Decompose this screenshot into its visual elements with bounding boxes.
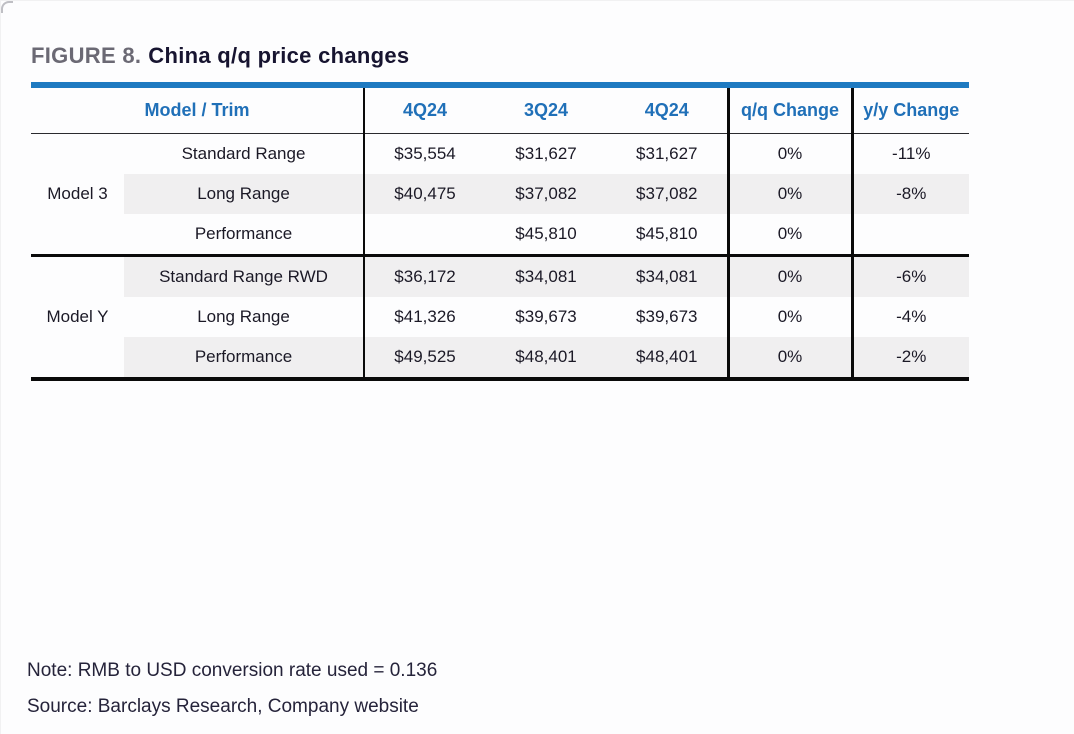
cell-price-q1: $41,326 [394, 307, 456, 326]
model-label: Model Y [31, 254, 124, 379]
col-header-3q24: 3Q24 [485, 85, 608, 134]
col-header-yy-change: y/y Change [852, 85, 970, 134]
cell-qq-change: 0% [726, 174, 854, 214]
col-header-4q24-b: 4Q24 [607, 85, 729, 134]
cell-price-q1: $36,172 [364, 254, 486, 297]
table-row: Performance $45,810 $45,810 0% [31, 214, 969, 256]
cell-yy-change: -6% [852, 254, 970, 297]
cell-qq-change: 0% [726, 133, 854, 174]
cell-price-q3: $37,082 [607, 174, 729, 214]
figure-title: FIGURE 8. China q/q price changes [31, 43, 1074, 69]
cell-yy-change: -4% [896, 307, 927, 326]
cell-qq-change: 0% [726, 337, 854, 379]
col-header-4q24-a: 4Q24 [364, 85, 486, 134]
cell-yy-change: -8% [852, 174, 970, 214]
price-table: Model / Trim 4Q24 3Q24 4Q24 q/q Change y… [31, 82, 970, 381]
cell-price-q2: $34,081 [485, 254, 608, 297]
cell-trim: Performance [124, 214, 366, 256]
cell-yy-change: -11% [892, 144, 931, 163]
source-text: Source: Barclays Research, Company websi… [27, 696, 419, 717]
model-label: Model 3 [47, 184, 108, 203]
cell-price-q2: $37,082 [485, 174, 608, 214]
col-header-model-trim: Model / Trim [31, 85, 366, 134]
figure-name: China q/q price changes [148, 43, 410, 68]
figure-footer: Note: RMB to USD conversion rate used = … [27, 653, 1074, 725]
cell-yy-change: -2% [852, 337, 970, 379]
cell-price-q3: $31,627 [636, 144, 698, 163]
cell-trim: Long Range [124, 174, 366, 214]
window-corner-artifact [1, 1, 13, 13]
table-row: Long Range $41,326 $39,673 $39,673 0% -4% [31, 297, 969, 337]
header-row: Model / Trim 4Q24 3Q24 4Q24 q/q Change y… [31, 85, 970, 134]
cell-trim: Long Range [124, 297, 366, 337]
cell-qq-change: 0% [726, 214, 854, 256]
table-row: Model 3 Standard Range $35,554 $31,627 $31,6… [31, 133, 969, 203]
cell-price-q2: $48,401 [485, 337, 608, 379]
cell-price-q3: $48,401 [607, 337, 729, 379]
cell-trim: Standard Range [124, 133, 366, 174]
cell-price-q2: $45,810 [515, 224, 577, 243]
cell-yy-change [852, 214, 969, 256]
cell-price-q2: $39,673 [515, 307, 577, 326]
note-text: Note: RMB to USD conversion rate used = … [27, 660, 438, 681]
cell-price-q2: $31,627 [515, 144, 577, 163]
cell-qq-change: 0% [726, 254, 854, 297]
cell-trim: Standard Range RWD [124, 254, 366, 297]
col-header-qq-change: q/q Change [726, 85, 854, 134]
cell-price-q1: $35,554 [394, 144, 456, 163]
cell-price-q3: $45,810 [636, 224, 698, 243]
table-row: Performance $49,525 $48,401 $48,401 0% -2% [31, 337, 970, 379]
table-row: Long Range $40,475 $37,082 $37,082 0% -8% [31, 174, 970, 214]
cell-qq-change: 0% [726, 297, 854, 337]
cell-price-q1: $40,475 [364, 174, 486, 214]
cell-price-q1 [364, 214, 485, 256]
table-row: Model Y Standard Range RWD $36,172 $34,081 $… [31, 254, 970, 379]
cell-price-q3: $34,081 [607, 254, 729, 297]
cell-trim: Performance [124, 337, 366, 379]
cell-price-q3: $39,673 [636, 307, 698, 326]
cell-price-q1: $49,525 [364, 337, 486, 379]
figure-label: FIGURE 8. [31, 43, 142, 68]
table-body: Model 3 Standard Range $35,554 $31,627 $31,6… [31, 133, 970, 379]
